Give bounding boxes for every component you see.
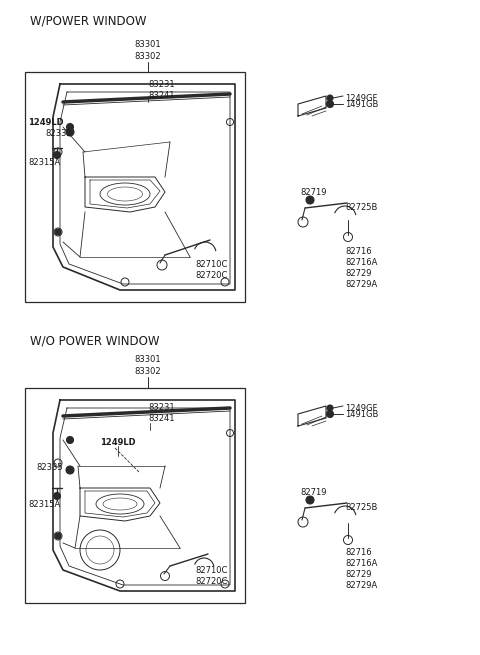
Text: 1249GF: 1249GF [345, 94, 377, 103]
Circle shape [66, 466, 74, 474]
Circle shape [67, 436, 73, 443]
Text: 82335: 82335 [45, 129, 72, 138]
Text: 1491GB: 1491GB [345, 100, 378, 109]
Text: W/O POWER WINDOW: W/O POWER WINDOW [30, 335, 159, 348]
Text: 1491GB: 1491GB [345, 410, 378, 419]
Circle shape [53, 151, 60, 159]
Circle shape [66, 128, 74, 136]
Text: 82719: 82719 [300, 488, 326, 497]
Circle shape [55, 229, 61, 235]
Text: 82720C: 82720C [195, 577, 228, 586]
Text: 82315A: 82315A [28, 158, 60, 167]
Text: 1249LD: 1249LD [28, 118, 64, 127]
Text: 82729: 82729 [345, 269, 372, 278]
Text: W/POWER WINDOW: W/POWER WINDOW [30, 14, 146, 27]
Circle shape [326, 100, 334, 107]
Text: 82729A: 82729A [345, 280, 377, 289]
Text: 1249GF: 1249GF [345, 404, 377, 413]
Text: 83231: 83231 [148, 403, 175, 412]
Text: 83241: 83241 [148, 91, 175, 100]
Text: 1249LD: 1249LD [100, 438, 136, 447]
Text: 82716: 82716 [345, 548, 372, 557]
Circle shape [306, 496, 314, 504]
Circle shape [327, 405, 333, 411]
Text: 82716A: 82716A [345, 258, 377, 267]
Text: 82710C: 82710C [195, 260, 228, 269]
Text: 83231: 83231 [148, 80, 175, 89]
Text: 83301: 83301 [135, 40, 161, 49]
Circle shape [306, 196, 314, 204]
Circle shape [326, 411, 334, 417]
Circle shape [53, 493, 60, 500]
Bar [25, 72, 245, 302]
Circle shape [67, 124, 73, 130]
Text: 83302: 83302 [135, 52, 161, 61]
Text: 82725B: 82725B [345, 203, 377, 212]
Text: 83302: 83302 [135, 367, 161, 376]
Text: 82720C: 82720C [195, 271, 228, 280]
Text: 82710C: 82710C [195, 566, 228, 575]
Text: 82725B: 82725B [345, 503, 377, 512]
Text: 82716: 82716 [345, 247, 372, 256]
Text: 83301: 83301 [135, 355, 161, 364]
Text: 82729: 82729 [345, 570, 372, 579]
Text: 82719: 82719 [300, 188, 326, 197]
Text: 82729A: 82729A [345, 581, 377, 590]
Bar [25, 388, 245, 603]
Text: 82335: 82335 [36, 463, 62, 472]
Circle shape [327, 95, 333, 101]
Text: 83241: 83241 [148, 414, 175, 423]
Circle shape [55, 533, 61, 539]
Text: 82716A: 82716A [345, 559, 377, 568]
Text: 82315A: 82315A [28, 500, 60, 509]
